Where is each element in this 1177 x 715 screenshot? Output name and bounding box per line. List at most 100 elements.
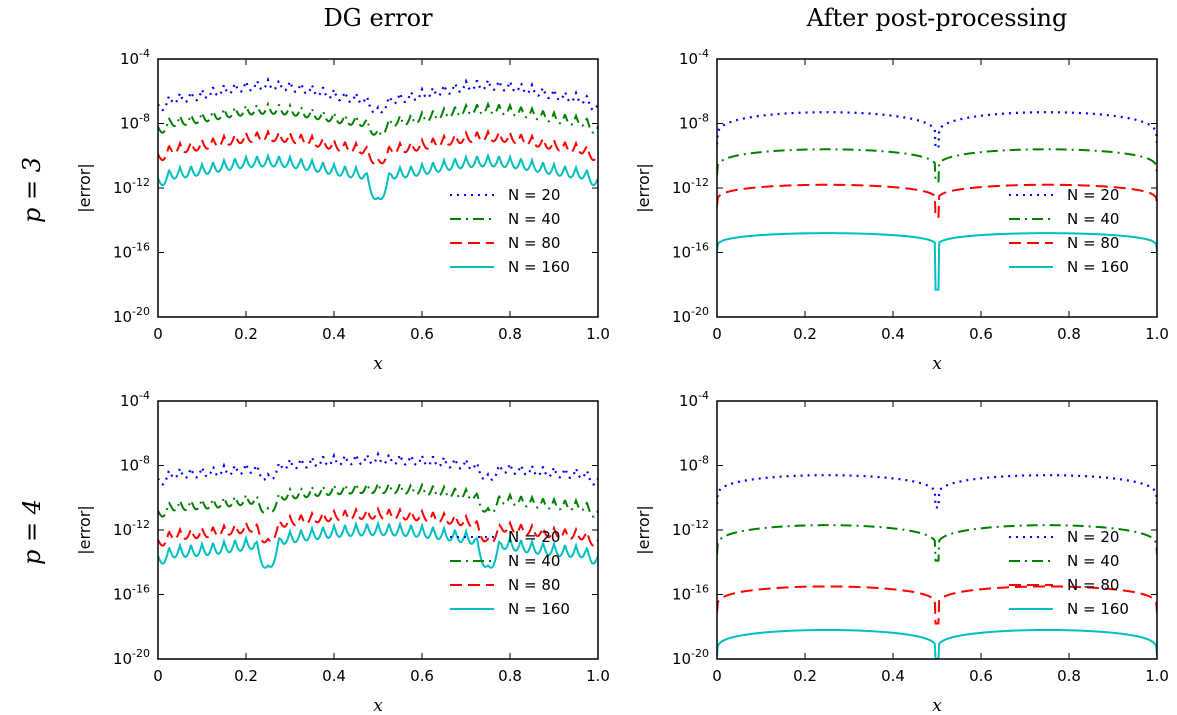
series-line	[158, 480, 598, 518]
y-axis-label: |error|	[634, 163, 653, 213]
legend-label: N = 160	[508, 258, 570, 276]
y-tick-label: 10-20	[113, 305, 150, 326]
x-tick-label: 0.2	[793, 325, 817, 343]
row-label-p3: p = 3	[18, 157, 46, 223]
y-tick-label: 10-20	[672, 305, 709, 326]
legend-label: N = 80	[1067, 234, 1119, 252]
y-tick-label: 10-8	[679, 112, 709, 133]
x-tick-label: 0.6	[410, 325, 434, 343]
legend-label: N = 160	[508, 600, 570, 618]
row-label-p4: p = 4	[18, 499, 46, 565]
legend-label: N = 20	[508, 528, 560, 546]
x-tick-label: 0.4	[322, 667, 346, 685]
series-line	[717, 111, 1157, 149]
legend: N = 20 N = 40 N = 80 N = 160	[1009, 186, 1129, 276]
series-line	[717, 524, 1157, 562]
chart-panel: 0 0.2 0.4 0.6 0.8 1.0 10-20 10-16 10-12 10-8 10-4 x…	[634, 47, 1169, 374]
y-tick-label: 10-4	[679, 389, 709, 410]
series-line	[158, 520, 598, 569]
x-tick-label: 0.6	[969, 325, 993, 343]
legend-label: N = 20	[1067, 528, 1119, 546]
x-tick-label: 1.0	[1145, 667, 1169, 685]
y-tick-label: 10-8	[120, 112, 150, 133]
panels: 0 0.2 0.4 0.6 0.8 1.0 10-20 10-16 10-12 10-8 10-4 x…	[75, 47, 1169, 715]
x-axis-label: x	[373, 354, 383, 374]
y-tick-label: 10-8	[120, 454, 150, 475]
y-tick-label: 10-4	[679, 47, 709, 68]
y-axis-label: |error|	[75, 505, 94, 555]
y-tick-label: 10-4	[120, 389, 150, 410]
y-tick-label: 10-20	[113, 647, 150, 668]
series-line	[717, 585, 1157, 625]
y-tick-label: 10-12	[672, 518, 709, 539]
series-line	[717, 183, 1157, 219]
legend: N = 20 N = 40 N = 80 N = 160	[450, 528, 570, 618]
x-tick-label: 1.0	[1145, 325, 1169, 343]
series-line	[158, 152, 598, 201]
x-tick-label: 0.2	[234, 667, 258, 685]
legend-label: N = 20	[508, 186, 560, 204]
x-tick-label: 0.8	[498, 325, 522, 343]
legend-label: N = 40	[508, 210, 560, 228]
x-axis-label: x	[932, 696, 942, 715]
x-tick-label: 0	[712, 325, 722, 343]
series-line	[158, 128, 598, 165]
series-line	[158, 506, 598, 547]
chart-panel: 0 0.2 0.4 0.6 0.8 1.0 10-20 10-16 10-12 10-8 10-4 x…	[634, 389, 1169, 715]
series-line	[158, 450, 598, 486]
legend-label: N = 160	[1067, 600, 1129, 618]
legend: N = 20 N = 40 N = 80 N = 160	[450, 186, 570, 276]
legend-label: N = 40	[1067, 210, 1119, 228]
column-title-post-processing: After post-processing	[806, 4, 1068, 32]
legend-label: N = 160	[1067, 258, 1129, 276]
y-tick-label: 10-8	[679, 454, 709, 475]
x-tick-label: 1.0	[586, 325, 610, 343]
y-tick-label: 10-12	[672, 176, 709, 197]
y-tick-label: 10-16	[672, 583, 709, 604]
y-tick-label: 10-16	[113, 241, 150, 262]
series-line	[158, 76, 598, 114]
x-tick-label: 0	[153, 325, 163, 343]
x-tick-label: 0.8	[1057, 667, 1081, 685]
series-line	[717, 232, 1157, 291]
legend: N = 20 N = 40 N = 80 N = 160	[1009, 528, 1129, 618]
plot-frame	[157, 400, 599, 660]
y-tick-label: 10-20	[672, 647, 709, 668]
y-axis-label: |error|	[634, 505, 653, 555]
x-axis-label: x	[932, 354, 942, 374]
y-tick-label: 10-12	[113, 176, 150, 197]
x-tick-label: 0.6	[969, 667, 993, 685]
chart-panel: 0 0.2 0.4 0.6 0.8 1.0 10-20 10-16 10-12 10-8 10-4 x…	[75, 47, 610, 374]
legend-label: N = 80	[508, 234, 560, 252]
y-axis-label: |error|	[75, 163, 94, 213]
legend-label: N = 40	[1067, 552, 1119, 570]
x-tick-label: 0.8	[498, 667, 522, 685]
plot-frame	[716, 58, 1158, 318]
legend-label: N = 20	[1067, 186, 1119, 204]
column-title-dg-error: DG error	[323, 4, 433, 32]
series-line	[717, 628, 1157, 659]
x-tick-label: 0.6	[410, 667, 434, 685]
x-tick-label: 0.8	[1057, 325, 1081, 343]
chart-panel: 0 0.2 0.4 0.6 0.8 1.0 10-20 10-16 10-12 10-8 10-4 x…	[75, 389, 610, 715]
x-tick-label: 0.4	[322, 325, 346, 343]
x-tick-label: 0.2	[234, 325, 258, 343]
legend-label: N = 80	[1067, 576, 1119, 594]
legend-label: N = 80	[508, 576, 560, 594]
y-tick-label: 10-12	[113, 518, 150, 539]
plot-frame	[716, 400, 1158, 660]
x-tick-label: 1.0	[586, 667, 610, 685]
x-tick-label: 0.2	[793, 667, 817, 685]
legend-label: N = 40	[508, 552, 560, 570]
y-tick-label: 10-16	[672, 241, 709, 262]
x-tick-label: 0.4	[881, 325, 905, 343]
x-tick-label: 0.4	[881, 667, 905, 685]
plot-frame	[157, 58, 599, 318]
y-tick-label: 10-4	[120, 47, 150, 68]
series-line	[158, 101, 598, 136]
y-tick-label: 10-16	[113, 583, 150, 604]
x-axis-label: x	[373, 696, 383, 715]
series-line	[717, 474, 1157, 509]
x-tick-label: 0	[153, 667, 163, 685]
